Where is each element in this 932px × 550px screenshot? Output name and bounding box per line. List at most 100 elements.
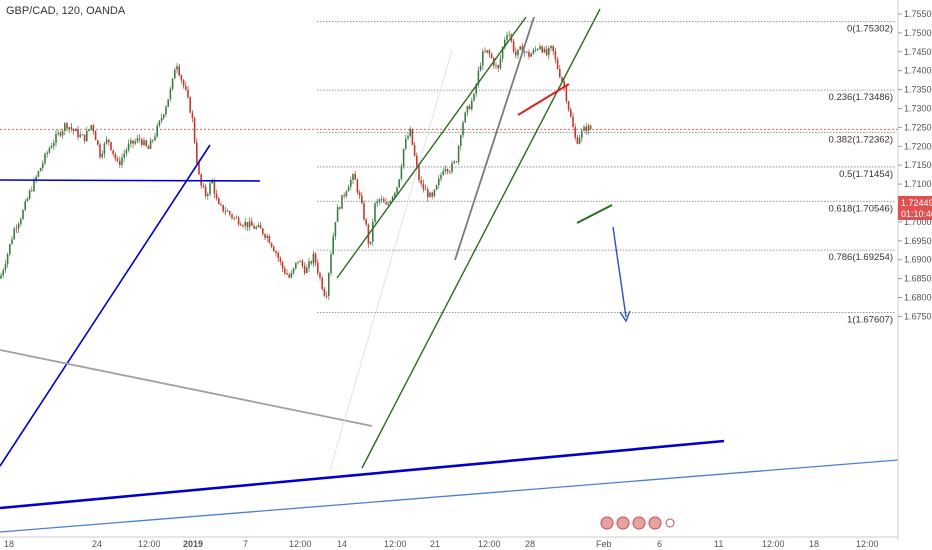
candle-body bbox=[123, 153, 125, 158]
candle-body bbox=[165, 106, 167, 115]
candle-body bbox=[308, 261, 310, 268]
candle-body bbox=[279, 258, 282, 262]
candle-body bbox=[77, 129, 79, 138]
candle-body bbox=[398, 179, 400, 188]
candle-body bbox=[257, 225, 260, 227]
candle-body bbox=[336, 207, 339, 222]
trendline-drawings[interactable] bbox=[0, 8, 899, 533]
candle-body bbox=[345, 191, 348, 196]
candle-body bbox=[350, 180, 352, 187]
fib-level-label: 0(1.75302) bbox=[847, 23, 893, 34]
candle-body bbox=[576, 137, 579, 144]
candle-body bbox=[75, 129, 77, 132]
time-axis[interactable]: 18 24 12:00 2019 7 12:00 14 12:00 21 12:00 28 Feb 6 1… bbox=[0, 536, 898, 549]
grey-steep-trendline[interactable] bbox=[454, 16, 535, 261]
blue-uptrend-line[interactable] bbox=[0, 144, 211, 467]
event-markers[interactable] bbox=[600, 516, 675, 530]
grey-trendline[interactable] bbox=[0, 349, 373, 427]
candle-body bbox=[299, 260, 301, 262]
candle-body bbox=[149, 140, 152, 149]
candle-body bbox=[387, 202, 389, 205]
time-tick-label: 12:00 bbox=[138, 539, 161, 549]
forecast-arrow-shaft[interactable] bbox=[612, 226, 627, 318]
candle-body bbox=[556, 59, 559, 69]
candle-body bbox=[409, 128, 411, 137]
candle-body bbox=[209, 183, 211, 195]
candle-body bbox=[295, 262, 297, 269]
green-short-trendline[interactable] bbox=[576, 204, 613, 224]
red-neckline[interactable] bbox=[517, 83, 570, 116]
candle-body bbox=[108, 139, 110, 143]
candle-body bbox=[438, 178, 440, 186]
candle-body bbox=[24, 201, 26, 211]
candle-body bbox=[389, 201, 392, 203]
forecast-arrow-head-icon bbox=[619, 310, 631, 323]
candle-body bbox=[446, 169, 449, 172]
dividend-event-icon[interactable] bbox=[665, 518, 675, 528]
price-axis[interactable]: 1.75500 1.75000 1.74500 1.74000 1.73500 1.730… bbox=[897, 0, 932, 540]
flag-event-icon[interactable] bbox=[616, 516, 630, 530]
candle-body bbox=[198, 162, 200, 175]
time-tick-label: 12:00 bbox=[856, 539, 879, 549]
candle-body bbox=[61, 130, 64, 136]
candle-body bbox=[64, 123, 66, 131]
candle-body bbox=[132, 140, 134, 144]
candle-body bbox=[451, 163, 453, 173]
candle-body bbox=[97, 140, 99, 145]
candle-body bbox=[554, 51, 557, 60]
green-channel-lower-line[interactable] bbox=[361, 8, 601, 469]
candle-body bbox=[66, 123, 68, 129]
flag-event-icon[interactable] bbox=[648, 516, 662, 530]
candle-body bbox=[363, 203, 365, 220]
candle-body bbox=[277, 252, 279, 259]
candle-body bbox=[319, 273, 321, 278]
fibonacci-retracement[interactable]: 0(1.75302) 0.236(1.73486) 0.382(1.72362) 0.… bbox=[0, 21, 898, 325]
candle-body bbox=[323, 288, 326, 296]
candle-body bbox=[262, 228, 264, 235]
candle-body bbox=[255, 226, 257, 229]
candle-body bbox=[519, 46, 521, 50]
candle-body bbox=[101, 153, 103, 158]
candle-body bbox=[537, 49, 539, 51]
time-tick-label: 14 bbox=[337, 539, 347, 549]
candle-body bbox=[200, 174, 202, 186]
candle-body bbox=[28, 190, 31, 199]
candle-body bbox=[466, 106, 469, 113]
candle-body bbox=[13, 228, 15, 240]
candle-body bbox=[310, 261, 312, 264]
time-tick-label: 18 bbox=[4, 539, 14, 549]
candlestick-series bbox=[0, 30, 592, 301]
price-tick-label: 1.72500 bbox=[904, 122, 932, 132]
price-tick-label: 1.74000 bbox=[904, 66, 932, 76]
flag-event-icon[interactable] bbox=[632, 516, 646, 530]
candle-body bbox=[369, 241, 372, 244]
candle-body bbox=[121, 157, 123, 165]
horizontal-resistance-line[interactable] bbox=[0, 179, 261, 182]
candle-body bbox=[341, 195, 343, 209]
light-blue-support-line[interactable] bbox=[0, 459, 899, 533]
candle-body bbox=[548, 47, 550, 56]
candle-body bbox=[325, 295, 328, 297]
candle-body bbox=[473, 93, 475, 101]
time-tick-label: 21 bbox=[430, 539, 440, 549]
candle-body bbox=[207, 194, 209, 197]
bar-countdown-label: 01:10:40 bbox=[901, 209, 932, 219]
candle-body bbox=[347, 186, 350, 192]
candle-body bbox=[365, 219, 367, 225]
candle-body bbox=[433, 189, 436, 197]
time-tick-label: 18 bbox=[809, 539, 819, 549]
candle-body bbox=[237, 217, 240, 225]
candle-body bbox=[110, 142, 112, 151]
candle-body bbox=[490, 53, 493, 59]
fib-level-label: 0.236(1.73486) bbox=[829, 92, 893, 103]
candle-body bbox=[264, 234, 266, 238]
green-channel-upper-line[interactable] bbox=[336, 16, 527, 279]
price-tick-label: 1.72000 bbox=[904, 141, 932, 151]
candle-body bbox=[134, 141, 136, 144]
flag-event-icon[interactable] bbox=[600, 516, 614, 530]
candle-body bbox=[383, 199, 385, 203]
bold-blue-support-line[interactable] bbox=[0, 439, 725, 510]
candle-body bbox=[413, 144, 416, 156]
candle-body bbox=[167, 99, 169, 107]
